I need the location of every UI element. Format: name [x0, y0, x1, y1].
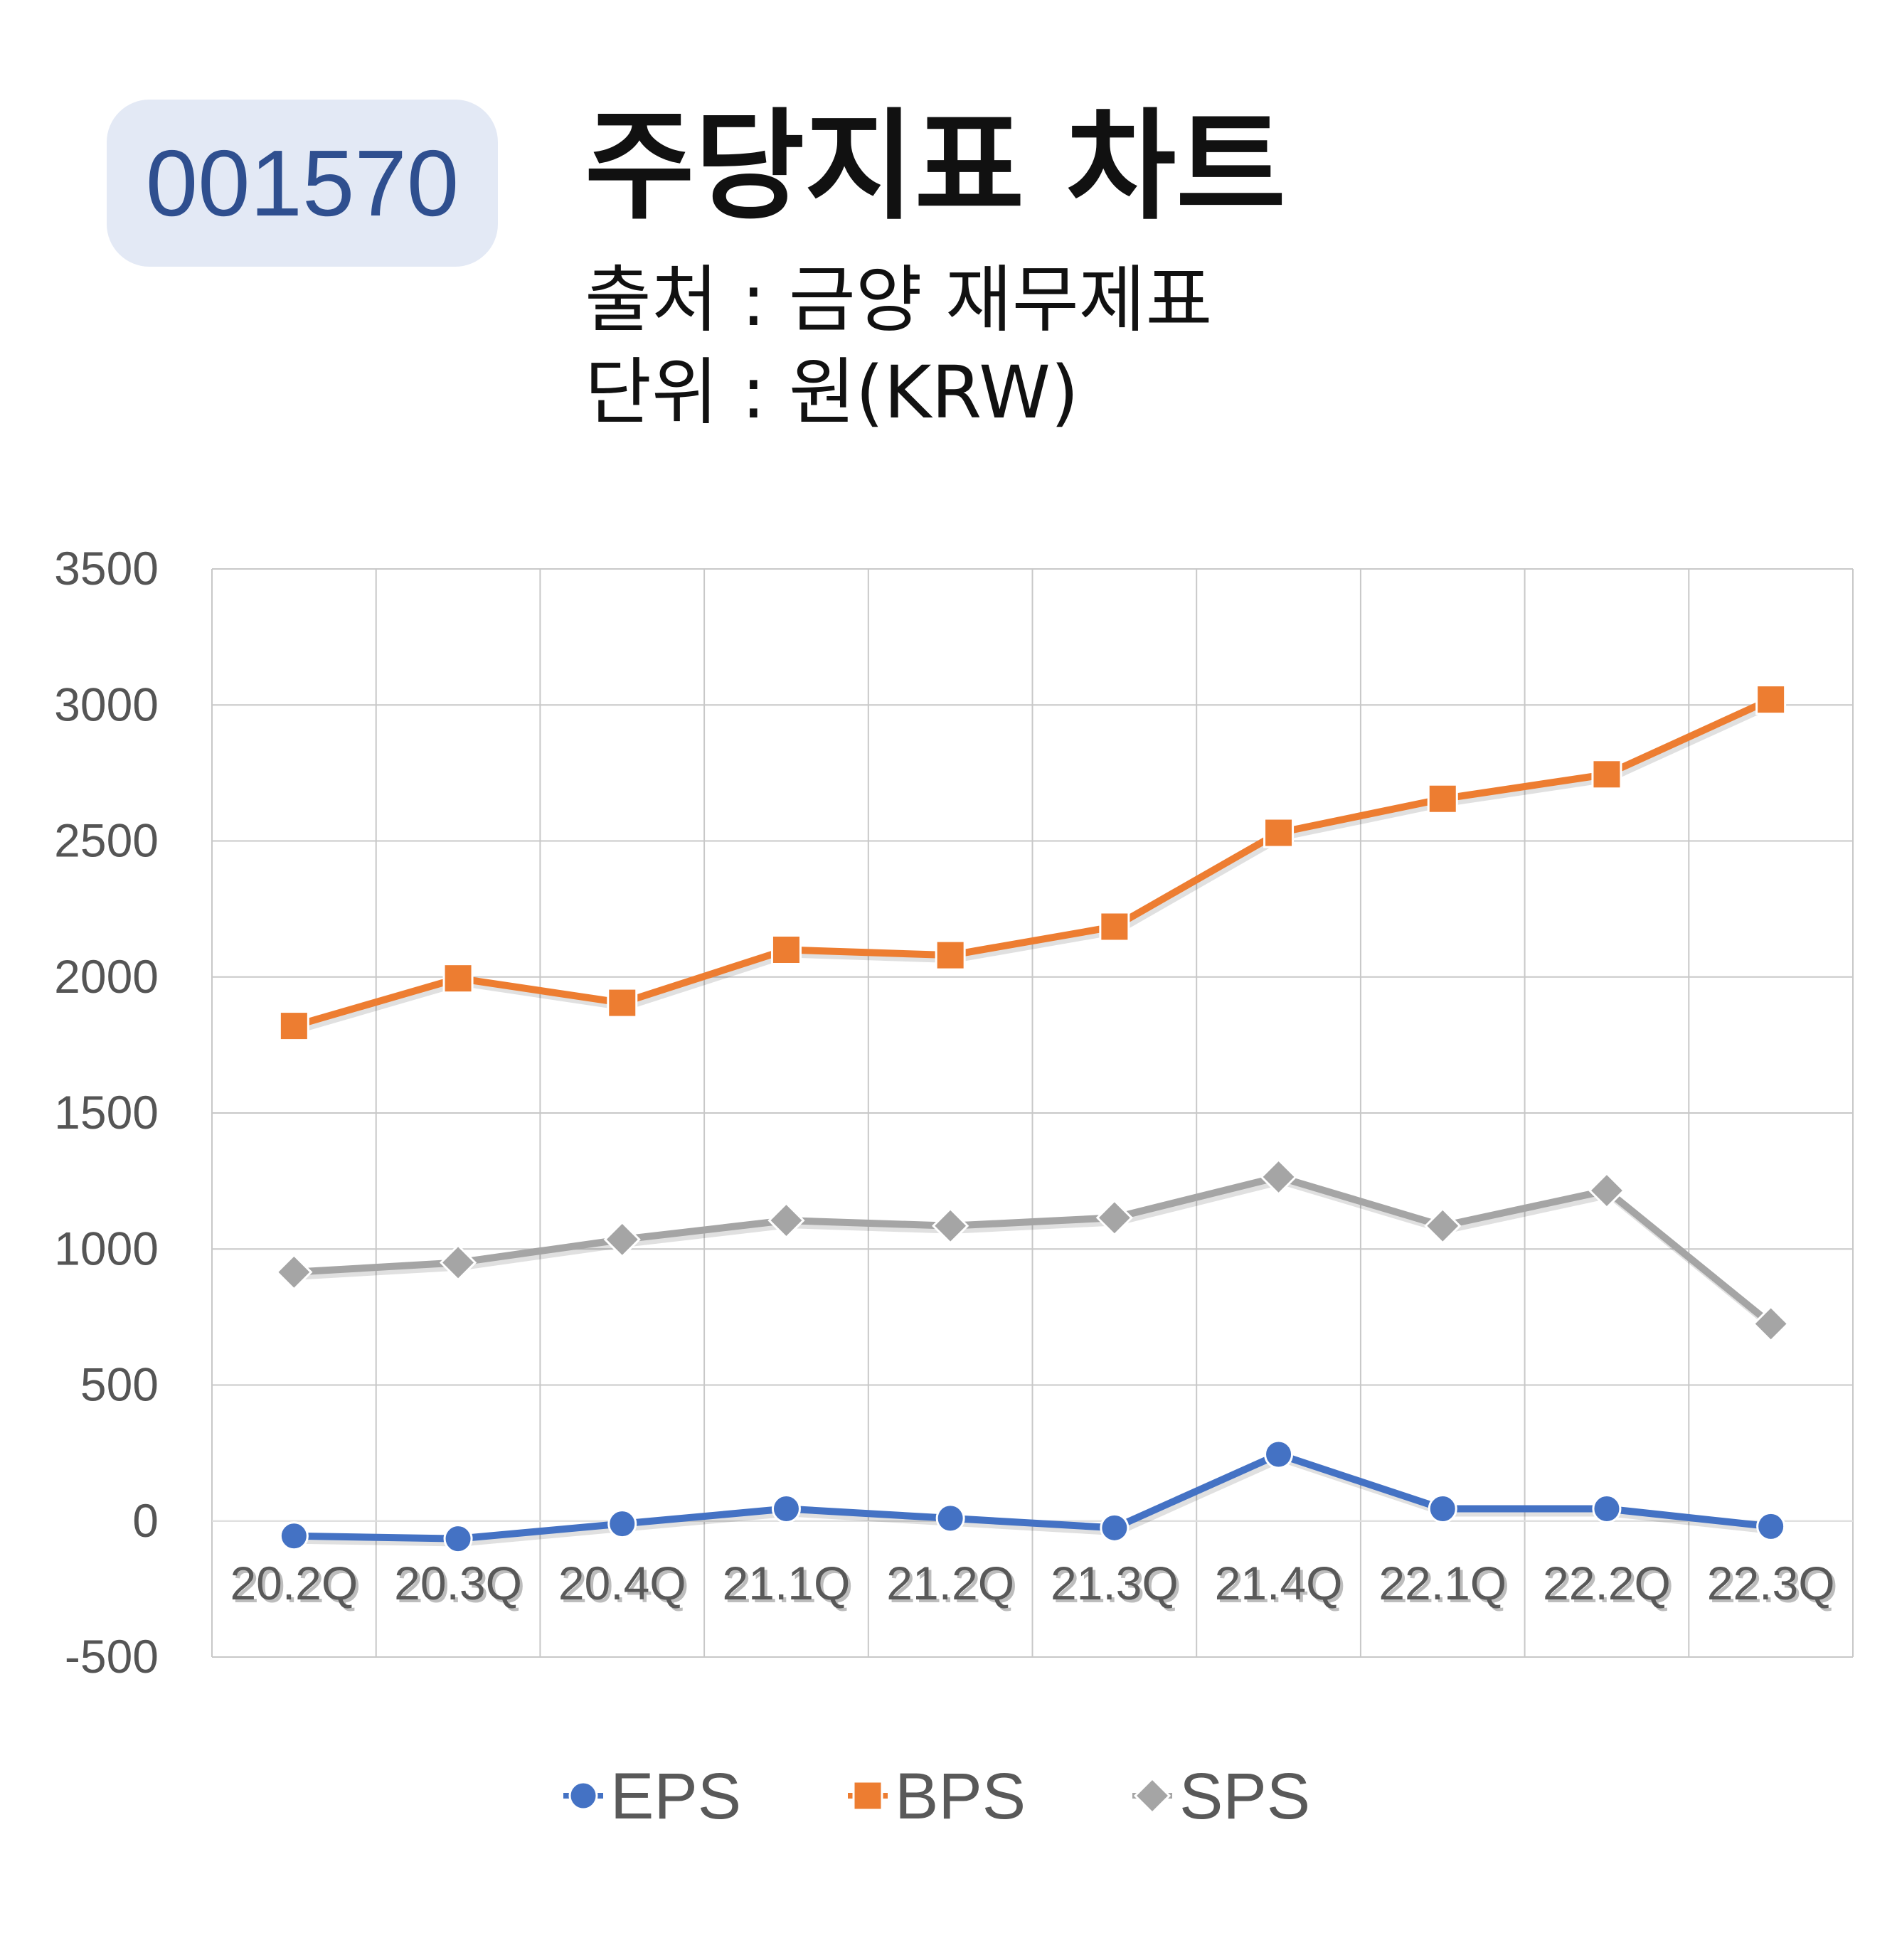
bps-point — [1263, 817, 1295, 848]
x-tick-label: 21.3Q — [1051, 1557, 1179, 1609]
bps-point — [442, 963, 474, 994]
eps-point — [1756, 1511, 1786, 1541]
bps-point — [1099, 911, 1130, 942]
sps-point — [1260, 1158, 1297, 1196]
x-tick-label-shadow: 22.1Q — [1381, 1560, 1509, 1612]
x-tick-label: 21.1Q — [723, 1557, 851, 1609]
x-tick-label: 22.2Q — [1543, 1557, 1671, 1609]
y-tick-label: 3500 — [54, 542, 159, 595]
legend-label-sps: SPS — [1179, 1760, 1310, 1833]
x-tick-label: 21.2Q — [886, 1557, 1014, 1609]
unit-note: 단위 : 원(KRW) — [585, 351, 1079, 435]
eps-point — [771, 1494, 801, 1524]
y-tick-label: 0 — [132, 1494, 159, 1547]
eps-point — [279, 1521, 309, 1551]
x-tick-label-shadow: 22.2Q — [1546, 1560, 1674, 1612]
x-tick-label-shadow: 21.3Q — [1053, 1560, 1181, 1612]
eps-point — [1264, 1439, 1294, 1469]
x-tick-label-shadow: 21.1Q — [726, 1560, 854, 1612]
eps-point — [1100, 1513, 1130, 1543]
legend-label-eps: EPS — [610, 1760, 741, 1833]
bps-point — [935, 939, 966, 971]
eps-point — [1592, 1494, 1622, 1524]
y-tick-label: 500 — [80, 1358, 159, 1411]
y-tick-label: 1500 — [54, 1086, 159, 1139]
bps-point — [1427, 783, 1458, 814]
x-tick-label: 22.3Q — [1707, 1557, 1835, 1609]
sps-point — [1588, 1171, 1626, 1210]
y-tick-label: 1000 — [54, 1222, 159, 1274]
bps-point — [1591, 759, 1622, 790]
sps-point — [603, 1220, 641, 1258]
sps-point — [1095, 1199, 1133, 1237]
sps-line-shadow — [297, 1177, 1776, 1331]
sps-point — [767, 1201, 805, 1240]
chart-title: 주당지표 차트 — [585, 97, 1286, 236]
eps-line-shadow — [297, 1455, 1775, 1547]
legend-marker-sps — [1133, 1777, 1171, 1815]
sps-series — [275, 1158, 1790, 1343]
bps-line — [290, 696, 1775, 1030]
y-tick-label: 3000 — [54, 678, 159, 730]
stock-code-badge: 001570 — [107, 100, 498, 267]
y-tick-label: 2000 — [54, 950, 159, 1003]
x-tick-label: 20.2Q — [230, 1557, 358, 1609]
sps-point — [932, 1207, 969, 1245]
x-tick-label-shadow: 20.2Q — [233, 1560, 361, 1612]
x-tick-label: 20.4Q — [558, 1557, 686, 1609]
eps-point — [607, 1509, 637, 1539]
x-tick-label: 20.3Q — [394, 1557, 522, 1609]
bps-series — [278, 684, 1787, 1042]
bps-point — [607, 987, 638, 1018]
x-tick-label-shadow: 20.4Q — [561, 1560, 689, 1612]
x-tick-label: 21.4Q — [1215, 1557, 1343, 1609]
eps-line — [290, 1451, 1775, 1543]
sps-point — [1752, 1305, 1790, 1343]
x-tick-label-shadow: 20.3Q — [397, 1560, 525, 1612]
sps-point — [439, 1244, 477, 1282]
eps-point — [1428, 1494, 1457, 1524]
bps-point — [770, 934, 802, 965]
legend-marker-eps — [568, 1781, 598, 1811]
sps-point — [1424, 1207, 1462, 1245]
legend-item-eps: EPS — [563, 1760, 741, 1833]
eps-series — [279, 1439, 1786, 1554]
sps-line — [290, 1173, 1775, 1328]
y-tick-label: -500 — [65, 1630, 159, 1683]
source-note: 출처 : 금양 재무제표 — [585, 258, 1213, 343]
x-tick-label-shadow: 21.4Q — [1218, 1560, 1346, 1612]
bps-line-shadow — [295, 701, 1775, 1034]
stock-code: 001570 — [145, 131, 459, 235]
eps-point — [443, 1524, 473, 1554]
legend-item-sps: SPS — [1132, 1760, 1310, 1833]
bps-point — [1755, 684, 1787, 715]
x-tick-label-shadow: 22.3Q — [1710, 1560, 1838, 1612]
legend-marker-bps — [852, 1780, 883, 1811]
legend-item-bps: BPS — [848, 1760, 1026, 1833]
x-tick-label: 22.1Q — [1378, 1557, 1507, 1609]
legend-label-bps: BPS — [895, 1760, 1026, 1833]
bps-point — [278, 1011, 309, 1042]
eps-point — [935, 1503, 965, 1533]
sps-point — [275, 1253, 313, 1291]
y-tick-label: 2500 — [54, 814, 159, 867]
x-tick-label-shadow: 21.2Q — [889, 1560, 1017, 1612]
